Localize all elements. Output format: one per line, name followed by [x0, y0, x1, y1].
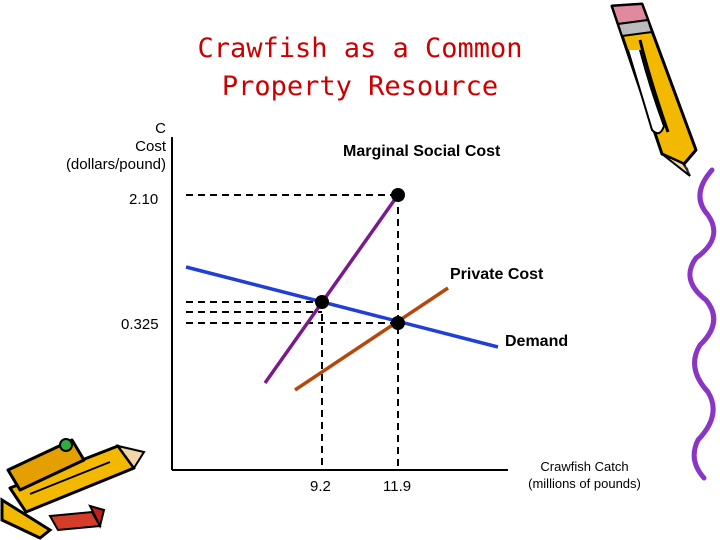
- x-axis-label: Crawfish Catch (millions of pounds): [512, 458, 657, 492]
- marginal-social-cost-label: Marginal Social Cost: [343, 143, 501, 160]
- x-tick-11-9: 11.9: [383, 478, 412, 495]
- title-line-1: Crawfish as a Common: [197, 33, 523, 64]
- squiggle-right: [687, 167, 717, 481]
- point-msc-at-2-10: [391, 188, 405, 202]
- y-axis-label: C Cost (dollars/pound): [66, 120, 166, 174]
- demand-label: Demand: [505, 333, 569, 350]
- y-axis-label-line-2: Cost: [135, 138, 166, 155]
- private-cost-label: Private Cost: [450, 266, 544, 283]
- x-axis-label-line-2: (millions of pounds): [528, 476, 641, 491]
- x-tick-9-2: 9.2: [310, 478, 331, 495]
- y-tick-2-10: 2.10: [129, 191, 159, 208]
- private-cost-curve: [294, 286, 449, 392]
- point-msc-demand-9-2: [315, 295, 329, 309]
- demand-curve: [185, 265, 499, 349]
- y-tick-0-325: 0.325: [121, 316, 159, 333]
- point-private-demand-11-9: [391, 316, 405, 330]
- slide-title: Crawfish as a Common Property Resource: [150, 30, 570, 106]
- pencil-icon-top-right: [610, 2, 698, 177]
- marginal-social-cost-curve: [263, 193, 400, 385]
- x-axis-label-line-1: Crawfish Catch: [540, 459, 629, 474]
- pencils-icon-bottom-left: [0, 438, 146, 540]
- title-line-2: Property Resource: [221, 71, 499, 102]
- y-axis-label-line-1: C: [155, 120, 166, 137]
- y-axis-label-line-3: (dollars/pound): [65, 156, 166, 173]
